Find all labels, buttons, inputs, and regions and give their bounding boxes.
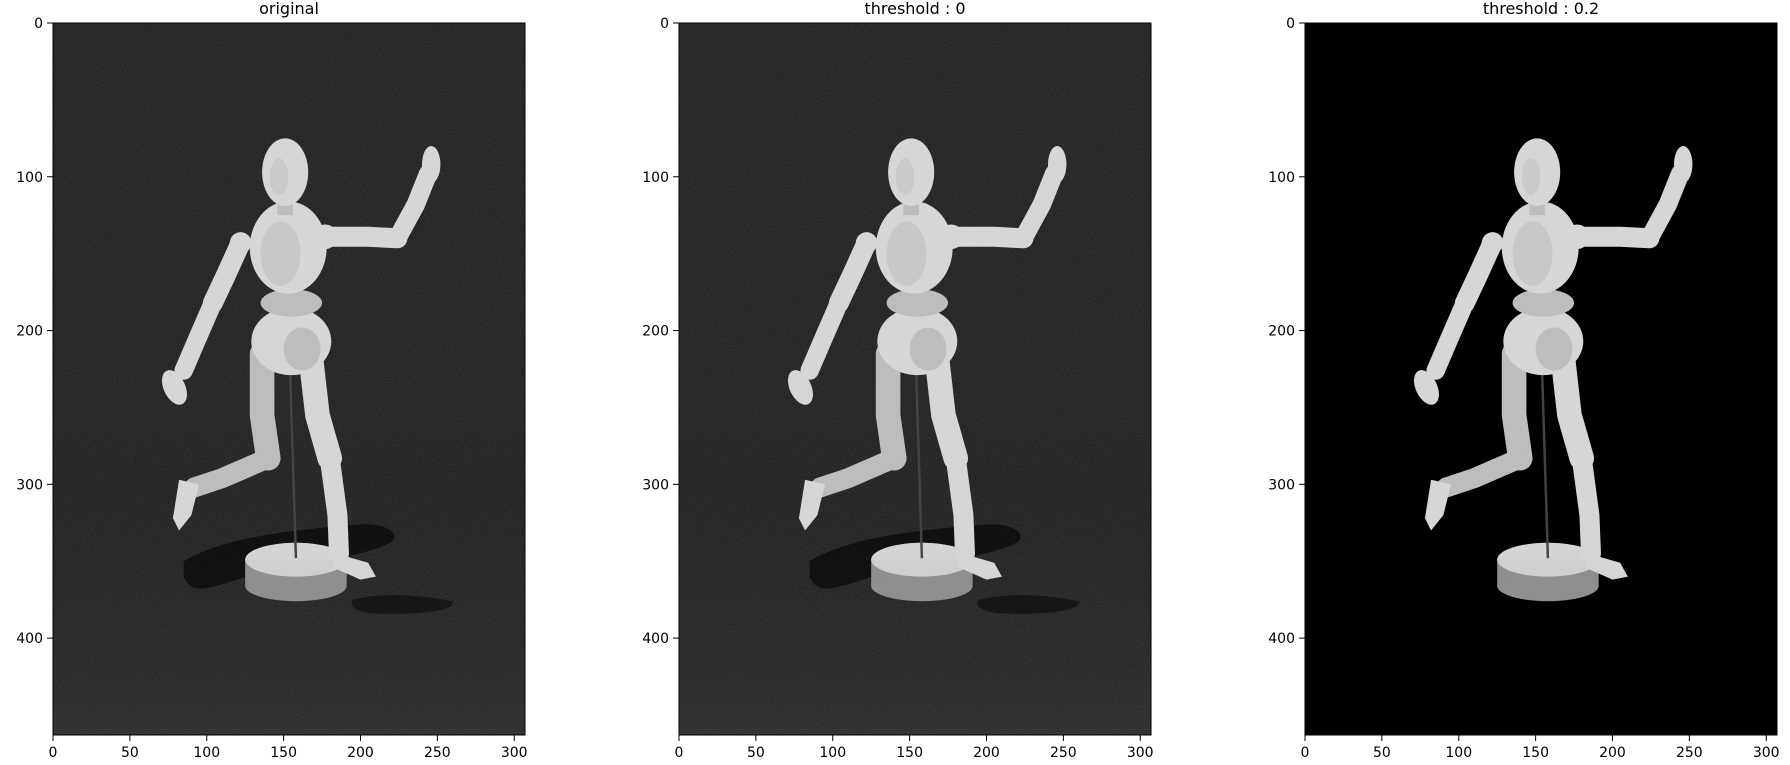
x-tick-label: 200 (973, 745, 1000, 761)
y-tick-label: 400 (1268, 631, 1295, 647)
image-grain (53, 23, 525, 735)
y-tick-label: 300 (16, 477, 43, 493)
x-tick-label: 100 (193, 745, 220, 761)
axes-frame (1304, 22, 1778, 736)
image-content (1413, 138, 1693, 602)
x-tick-label: 200 (1599, 745, 1626, 761)
wooden-mannequin (161, 138, 441, 602)
panel-image (1305, 23, 1777, 735)
y-tick-label: 300 (642, 477, 669, 493)
y-axis: 0 100 200 300 400 (642, 16, 679, 647)
y-tick-label: 0 (34, 16, 43, 32)
x-tick-label: 200 (347, 745, 374, 761)
x-tick-label: 150 (1522, 745, 1549, 761)
x-tick-label: 300 (501, 745, 528, 761)
x-tick-label: 50 (121, 745, 139, 761)
x-tick-label: 250 (1676, 745, 1703, 761)
image-content (161, 138, 453, 614)
panel-image (679, 23, 1151, 735)
x-tick-label: 250 (424, 745, 451, 761)
x-tick-label: 150 (896, 745, 923, 761)
wooden-mannequin (787, 138, 1067, 602)
y-tick-label: 100 (1268, 170, 1295, 186)
x-tick-label: 50 (1373, 745, 1391, 761)
x-tick-label: 0 (1301, 745, 1310, 761)
y-tick-label: 400 (642, 631, 669, 647)
y-tick-label: 100 (16, 170, 43, 186)
image-background (1305, 23, 1777, 735)
x-tick-label: 150 (270, 745, 297, 761)
axes-frame (678, 22, 1152, 736)
x-tick-label: 300 (1127, 745, 1154, 761)
panel-title: threshold : 0.2 (1483, 0, 1599, 18)
y-tick-label: 400 (16, 631, 43, 647)
x-tick-label: 0 (49, 745, 58, 761)
x-axis: 0 50 100 150 200 250 300 (49, 735, 528, 761)
x-tick-label: 0 (675, 745, 684, 761)
y-tick-label: 300 (1268, 477, 1295, 493)
x-axis: 0 50 100 150 200 250 300 (675, 735, 1154, 761)
image-content (787, 138, 1079, 614)
y-tick-label: 200 (16, 324, 43, 340)
x-tick-label: 300 (1753, 745, 1780, 761)
x-tick-label: 50 (747, 745, 765, 761)
x-tick-label: 100 (1445, 745, 1472, 761)
panel-title: original (259, 0, 319, 18)
y-tick-label: 200 (1268, 324, 1295, 340)
panel-2: threshold : 0 0 50 100 150 200 250 300 0 100 200… (642, 0, 1153, 761)
x-tick-label: 100 (819, 745, 846, 761)
panel-1: original 0 50 100 150 200 250 300 0 100 200 300 40… (16, 0, 527, 761)
panel-3: threshold : 0.2 0 50 100 150 200 250 300 0 100 2… (1268, 0, 1779, 761)
y-tick-label: 0 (660, 16, 669, 32)
image-grain (679, 23, 1151, 735)
wooden-mannequin (1413, 138, 1693, 602)
x-axis: 0 50 100 150 200 250 300 (1301, 735, 1780, 761)
y-axis: 0 100 200 300 400 (1268, 16, 1305, 647)
panel-title: threshold : 0 (864, 0, 965, 18)
y-tick-label: 0 (1286, 16, 1295, 32)
y-tick-label: 200 (642, 324, 669, 340)
axes-frame (52, 22, 526, 736)
y-axis: 0 100 200 300 400 (16, 16, 53, 647)
panel-image (53, 23, 525, 735)
x-tick-label: 250 (1050, 745, 1077, 761)
y-tick-label: 100 (642, 170, 669, 186)
